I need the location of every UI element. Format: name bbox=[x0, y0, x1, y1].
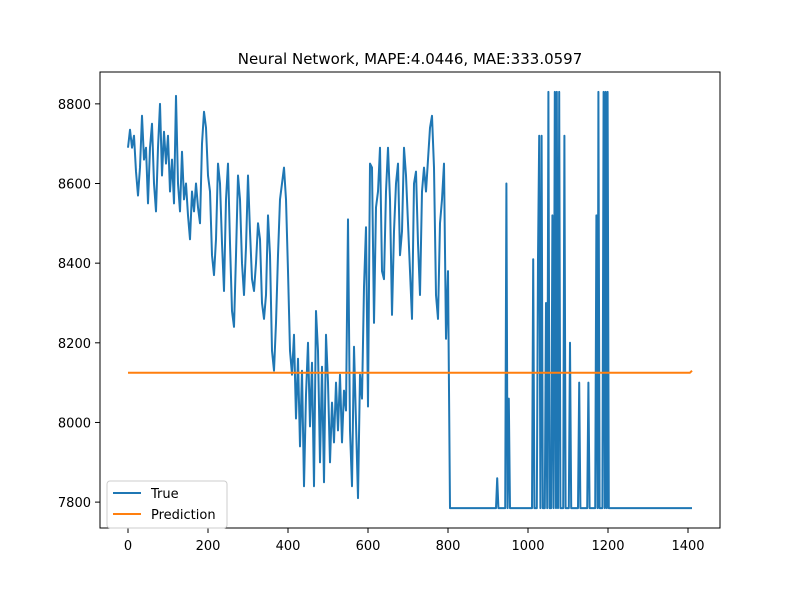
y-tick-label: 8000 bbox=[58, 416, 91, 431]
y-tick-label: 7800 bbox=[58, 496, 91, 511]
x-tick-label: 1400 bbox=[671, 539, 704, 554]
y-tick-label: 8400 bbox=[58, 257, 91, 272]
x-tick-label: 0 bbox=[124, 539, 132, 554]
plot-area bbox=[127, 90, 693, 510]
series-line-true bbox=[127, 90, 692, 510]
chart-title: Neural Network, MAPE:4.0446, MAE:333.059… bbox=[238, 50, 583, 68]
legend-label-true: True bbox=[150, 487, 179, 502]
y-axis: 7800 8000 8200 8400 8600 8800 bbox=[58, 98, 100, 511]
x-axis: 0 200 400 600 800 1000 1200 1400 bbox=[124, 528, 705, 554]
axes-frame bbox=[99, 71, 721, 529]
legend-label-prediction: Prediction bbox=[151, 508, 216, 523]
x-tick-label: 1200 bbox=[591, 539, 624, 554]
x-tick-label: 200 bbox=[196, 539, 221, 554]
legend: True Prediction bbox=[106, 480, 228, 529]
x-tick-label: 800 bbox=[436, 539, 461, 554]
x-tick-label: 600 bbox=[356, 539, 381, 554]
x-tick-label: 1000 bbox=[511, 539, 544, 554]
x-tick-label: 400 bbox=[276, 539, 301, 554]
y-tick-label: 8600 bbox=[58, 178, 91, 193]
y-tick-label: 8800 bbox=[58, 98, 91, 113]
series-line-prediction bbox=[128, 369, 693, 374]
y-tick-label: 8200 bbox=[58, 337, 91, 352]
